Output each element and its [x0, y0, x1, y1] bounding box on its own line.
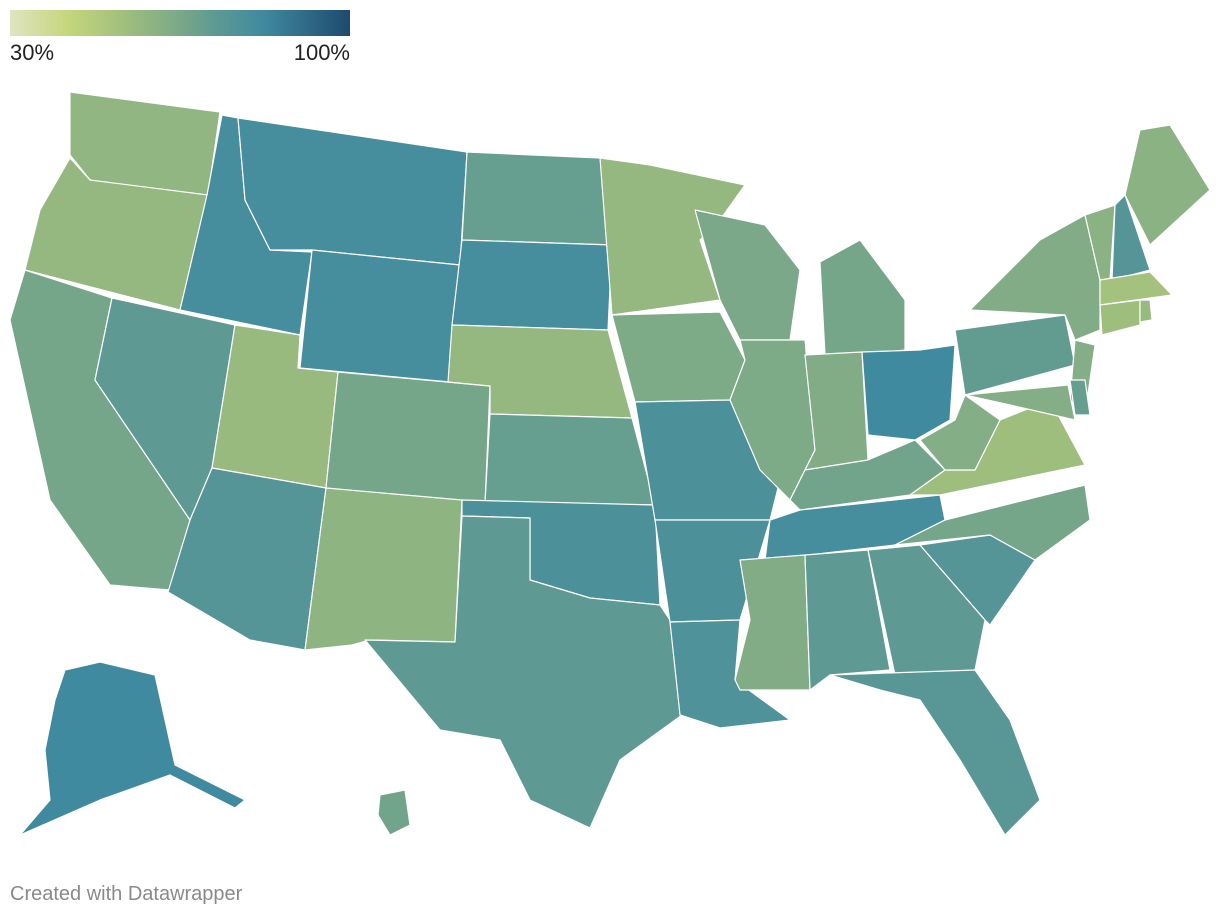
state	[304, 487, 463, 651]
state	[364, 515, 683, 829]
state	[377, 789, 411, 836]
legend-gradient	[10, 10, 350, 36]
state	[804, 351, 869, 471]
state	[484, 413, 656, 506]
legend-label: 100%	[294, 40, 350, 65]
state	[611, 311, 746, 403]
state	[19, 661, 246, 836]
state	[919, 394, 1001, 471]
state	[1139, 299, 1153, 323]
credit: Created with Datawrapper	[10, 883, 243, 905]
state	[804, 549, 891, 691]
state	[669, 619, 791, 729]
state	[1111, 194, 1151, 281]
state	[734, 554, 811, 691]
state	[954, 314, 1076, 396]
state	[325, 371, 491, 506]
state	[451, 239, 613, 331]
state	[1099, 271, 1173, 306]
state	[69, 91, 221, 196]
state	[861, 344, 956, 441]
state	[964, 384, 1076, 421]
legend-label: 30%	[10, 40, 54, 65]
state	[299, 249, 461, 383]
state	[1099, 299, 1141, 336]
state	[829, 669, 1041, 836]
state	[819, 239, 906, 356]
state	[894, 484, 1091, 561]
state	[1069, 379, 1091, 416]
state	[461, 151, 613, 246]
state	[1124, 124, 1211, 246]
states	[9, 91, 1211, 836]
state	[237, 117, 468, 266]
state	[867, 544, 986, 676]
